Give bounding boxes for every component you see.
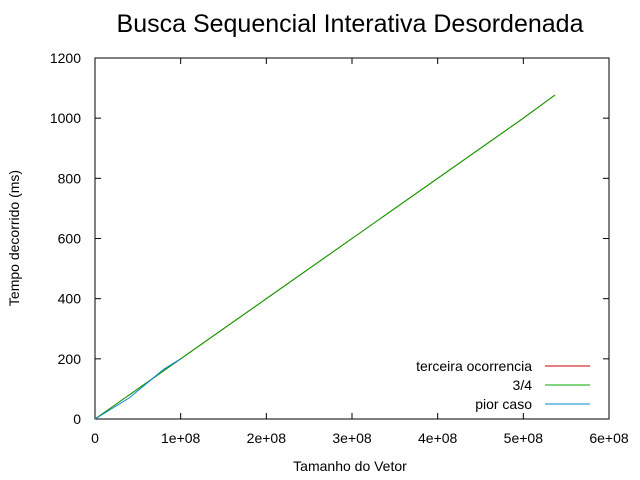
- y-tick-label: 600: [58, 231, 82, 247]
- x-tick-label: 3e+08: [332, 430, 372, 446]
- x-axis-label: Tamanho do Vetor: [293, 458, 407, 474]
- y-axis: 0 200 400 600 800 1000 1200: [50, 50, 609, 427]
- legend-label: terceira ocorrencia: [416, 358, 532, 374]
- y-tick-label: 400: [58, 291, 82, 307]
- series-lines: [94, 94, 556, 420]
- x-tick-label: 2e+08: [247, 430, 287, 446]
- x-tick-label: 1e+08: [161, 430, 201, 446]
- y-tick-label: 800: [58, 170, 82, 186]
- y-axis-label: Tempo decorrido (ms): [6, 170, 22, 306]
- legend-label: pior caso: [475, 396, 532, 412]
- y-tick-label: 1200: [50, 50, 81, 66]
- legend: terceira ocorrencia 3/4 pior caso: [416, 358, 590, 412]
- y-tick-label: 1000: [50, 110, 81, 126]
- x-axis: 0 1e+08 2e+08 3e+08 4e+08 5e+08 6e+08: [91, 58, 629, 446]
- x-tick-label: 6e+08: [589, 430, 629, 446]
- y-tick-label: 200: [58, 351, 82, 367]
- series-line-2: [94, 358, 181, 420]
- x-tick-label: 0: [91, 430, 99, 446]
- x-tick-label: 5e+08: [504, 430, 544, 446]
- legend-label: 3/4: [513, 377, 533, 393]
- chart-title: Busca Sequencial Interativa Desordenada: [117, 10, 584, 38]
- x-tick-label: 4e+08: [418, 430, 458, 446]
- y-tick-label: 0: [73, 411, 81, 427]
